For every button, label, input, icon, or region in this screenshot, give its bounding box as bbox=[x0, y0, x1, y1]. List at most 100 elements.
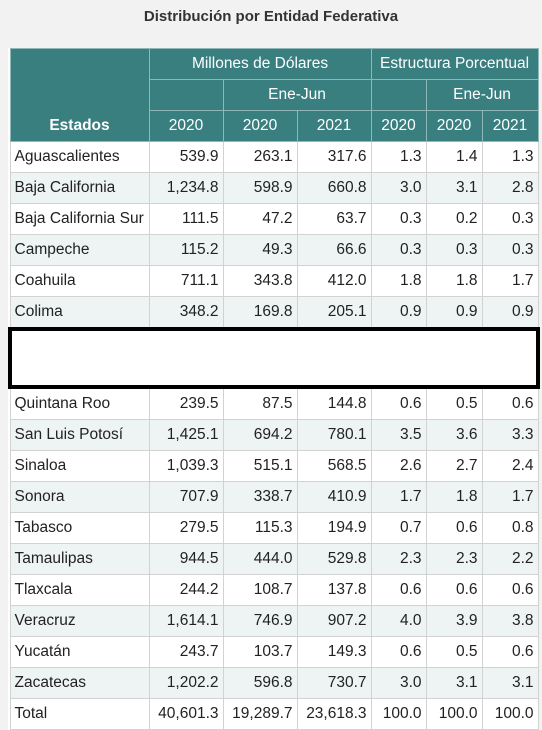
table-row: Sinaloa 1,039.3 515.1 568.5 2.6 2.7 2.4 bbox=[9, 450, 539, 482]
table-cell-value: 0.6 bbox=[425, 574, 483, 606]
table-cell-value: 596.8 bbox=[222, 667, 298, 699]
table-row: Aguascalientes 539.9 263.1 317.6 1.3 1.4 1.3 bbox=[9, 141, 539, 173]
header-year: 2020 bbox=[425, 110, 483, 142]
table-cell-value: 149.3 bbox=[296, 636, 372, 668]
table-cell-value: 1.8 bbox=[425, 265, 483, 297]
table-header: Estados Millones de Dólares Estructura P… bbox=[9, 48, 539, 142]
table-cell-value: 444.0 bbox=[222, 543, 298, 575]
table-cell-value: 115.3 bbox=[222, 512, 298, 544]
header-period-millions: Ene-Jun bbox=[222, 79, 372, 111]
table-cell-value: 0.5 bbox=[425, 386, 483, 420]
state-name: Coahuila bbox=[9, 265, 150, 297]
table-cell-value: 263.1 bbox=[222, 141, 298, 173]
table-cell-value: 0.3 bbox=[370, 234, 427, 266]
table-cell-value: 539.9 bbox=[148, 141, 224, 173]
state-name: Colima bbox=[9, 296, 150, 330]
table-cell-value: 2.4 bbox=[481, 450, 539, 482]
table-cell-value: 244.2 bbox=[148, 574, 224, 606]
state-name: San Luis Potosí bbox=[9, 419, 150, 451]
table-row: Tlaxcala 244.2 108.7 137.8 0.6 0.6 0.6 bbox=[9, 574, 539, 606]
table-row: San Luis Potosí 1,425.1 694.2 780.1 3.5 3.6 3.… bbox=[9, 419, 539, 451]
header-percent-group: Estructura Porcentual bbox=[370, 48, 539, 80]
table-cell-value: 0.3 bbox=[481, 234, 539, 266]
table-cell-value: 4.0 bbox=[370, 605, 427, 637]
table-cell-value: 0.9 bbox=[425, 296, 483, 330]
table-cell-value: 3.5 bbox=[370, 419, 427, 451]
header-period-percent: Ene-Jun bbox=[425, 79, 539, 111]
table-cell-value: 0.6 bbox=[481, 386, 539, 420]
header-estados: Estados bbox=[9, 48, 150, 142]
distribution-table: Estados Millones de Dólares Estructura P… bbox=[7, 48, 541, 730]
table-row: Zacatecas 1,202.2 596.8 730.7 3.0 3.1 3.1 bbox=[9, 667, 539, 699]
header-millions-group: Millones de Dólares bbox=[148, 48, 372, 80]
table-row: Campeche 115.2 49.3 66.6 0.3 0.3 0.3 bbox=[9, 234, 539, 266]
table-cell-value: 137.8 bbox=[296, 574, 372, 606]
table-cell-value: 111.5 bbox=[148, 203, 224, 235]
table-cell-value: 730.7 bbox=[296, 667, 372, 699]
table-cell-value: 0.9 bbox=[481, 296, 539, 330]
table-cell-value: 0.6 bbox=[370, 636, 427, 668]
table-cell-value: 412.0 bbox=[296, 265, 372, 297]
table-cell-value: 108.7 bbox=[222, 574, 298, 606]
table-cell-value: 0.6 bbox=[481, 574, 539, 606]
table-cell-value: 1.7 bbox=[481, 481, 539, 513]
table-row: Tabasco 279.5 115.3 194.9 0.7 0.6 0.8 bbox=[9, 512, 539, 544]
table-cell-value: 0.7 bbox=[370, 512, 427, 544]
state-name: Baja California bbox=[9, 172, 150, 204]
table-cell-value: 660.8 bbox=[296, 172, 372, 204]
table-cell-value: 1.8 bbox=[370, 265, 427, 297]
table-cell-value: 907.2 bbox=[296, 605, 372, 637]
state-name: Aguascalientes bbox=[9, 141, 150, 173]
header-year: 2020 bbox=[148, 110, 224, 142]
table-cell-value: 194.9 bbox=[296, 512, 372, 544]
table-cell-value: 0.6 bbox=[370, 386, 427, 420]
table-cell-value: 0.3 bbox=[370, 203, 427, 235]
table-row: Baja California Sur 111.5 47.2 63.7 0.3 0.2 0.… bbox=[9, 203, 539, 235]
table-cell-value: 1,039.3 bbox=[148, 450, 224, 482]
table-cell-value: 1.8 bbox=[425, 481, 483, 513]
table-cell-value: 3.1 bbox=[425, 667, 483, 699]
table-cell-value: 780.1 bbox=[296, 419, 372, 451]
header-year: 2020 bbox=[222, 110, 298, 142]
table-cell-value: 0.5 bbox=[425, 636, 483, 668]
header-year: 2021 bbox=[481, 110, 539, 142]
state-name: Campeche bbox=[9, 234, 150, 266]
state-name: Quintana Roo bbox=[9, 386, 150, 420]
table-cell-value: 205.1 bbox=[296, 296, 372, 330]
table-cell-value: 1,202.2 bbox=[148, 667, 224, 699]
table-cell-value: 3.1 bbox=[425, 172, 483, 204]
table-cell-value: 1.3 bbox=[370, 141, 427, 173]
table-cell-value: 115.2 bbox=[148, 234, 224, 266]
state-name: Tamaulipas bbox=[9, 543, 150, 575]
table-cell-value: 0.6 bbox=[425, 512, 483, 544]
table-row: Yucatán 243.7 103.7 149.3 0.6 0.5 0.6 bbox=[9, 636, 539, 668]
table-cell-value: 2.7 bbox=[425, 450, 483, 482]
state-name: Yucatán bbox=[9, 636, 150, 668]
table-cell-value: 598.9 bbox=[222, 172, 298, 204]
table-cell-value: 2.3 bbox=[370, 543, 427, 575]
state-name: Baja California Sur bbox=[9, 203, 150, 235]
table-cell-value: 0.6 bbox=[481, 636, 539, 668]
table-cell-value: 707.9 bbox=[148, 481, 224, 513]
table-cell-value: 66.6 bbox=[296, 234, 372, 266]
data-table-container: Estados Millones de Dólares Estructura P… bbox=[7, 48, 541, 730]
table-cell-value: 0.3 bbox=[425, 234, 483, 266]
header-year: 2021 bbox=[296, 110, 372, 142]
table-cell-value: 87.5 bbox=[222, 386, 298, 420]
table-cell-value: 1.7 bbox=[481, 265, 539, 297]
state-name: Veracruz bbox=[9, 605, 150, 637]
table-cell-value: 3.0 bbox=[370, 172, 427, 204]
table-cell-value: 529.8 bbox=[296, 543, 372, 575]
table-cell-value: 1.7 bbox=[370, 481, 427, 513]
table-cell-value: 317.6 bbox=[296, 141, 372, 173]
state-name: Zacatecas bbox=[9, 667, 150, 699]
state-name: Sonora bbox=[9, 481, 150, 513]
table-cell-value: 944.5 bbox=[148, 543, 224, 575]
table-cell-value: 0.3 bbox=[481, 203, 539, 235]
table-cell-value: 2.6 bbox=[370, 450, 427, 482]
table-cell-value: 3.6 bbox=[425, 419, 483, 451]
redacted-block bbox=[7, 327, 541, 389]
table-cell-value: 338.7 bbox=[222, 481, 298, 513]
table-cell-value: 144.8 bbox=[296, 386, 372, 420]
table-cell-value: 1.3 bbox=[481, 141, 539, 173]
